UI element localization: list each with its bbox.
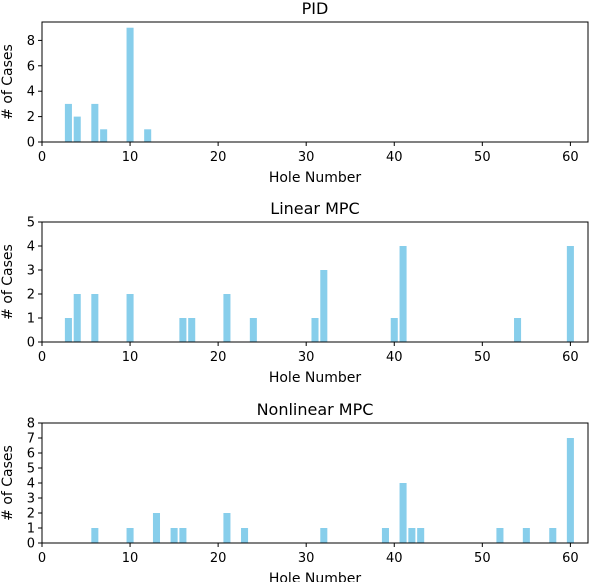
chart-1-xtick-label-20: 20 [210, 150, 227, 165]
chart-1-xtick-label-10: 10 [122, 150, 139, 165]
chart-1-title: PID [302, 0, 329, 18]
chart-2-bar-hole-4 [73, 294, 81, 342]
chart-2-ylabel: # of Cases [0, 244, 16, 320]
chart-2-xtick-label-50: 50 [474, 350, 491, 365]
chart-2-ytick-label-2: 2 [27, 288, 35, 303]
chart-3-bar-hole-52 [496, 528, 504, 543]
chart-3-bar-hole-32 [320, 528, 328, 543]
chart-1-bar-hole-7 [100, 129, 108, 142]
chart-3-xlabel: Hole Number [269, 571, 362, 582]
chart-3-axes-frame [41, 422, 589, 544]
chart-3-bar-hole-6 [91, 528, 99, 543]
chart-2-bar-hole-3 [64, 318, 72, 342]
chart-3-bar-hole-43 [417, 528, 425, 543]
chart-2-ytick-label-0: 0 [27, 336, 35, 351]
chart-1-ytick-label-2: 2 [27, 110, 35, 125]
chart-3-bar-hole-58 [549, 528, 557, 543]
chart-1-bar-hole-6 [91, 103, 99, 142]
chart-2-bar-hole-32 [320, 270, 328, 342]
chart-2-bar-hole-41 [399, 246, 407, 342]
chart-3-xtick-label-60: 60 [562, 551, 579, 566]
chart-2-bar-hole-17 [188, 318, 196, 342]
chart-2-bar-hole-60 [566, 246, 574, 342]
chart-1-bar-hole-10 [126, 27, 134, 142]
chart-3-ylabel: # of Cases [0, 445, 16, 521]
chart-2-xtick-label-30: 30 [298, 350, 315, 365]
chart-3-bar-hole-10 [126, 528, 134, 543]
chart-3-ytick-label-2: 2 [27, 507, 35, 522]
chart-1-ytick-label-8: 8 [27, 34, 35, 49]
chart-3-bar-hole-41 [399, 483, 407, 543]
chart-3-bar-hole-55 [522, 528, 530, 543]
chart-3-bar-hole-15 [170, 528, 178, 543]
chart-3-bar-hole-23 [241, 528, 249, 543]
chart-3-bar-hole-13 [152, 513, 161, 543]
chart-3-ytick-label-7: 7 [27, 432, 35, 447]
chart-2-xtick-label-60: 60 [562, 350, 579, 365]
chart-2-ytick-label-3: 3 [27, 264, 35, 279]
chart-1-xtick-label-0: 0 [38, 150, 46, 165]
chart-2-ytick-label-1: 1 [27, 312, 35, 327]
chart-1-ytick-label-4: 4 [27, 85, 35, 100]
chart-2-bar-hole-54 [514, 318, 522, 342]
chart-2-axes-frame [41, 221, 589, 343]
chart-3-xtick-label-0: 0 [38, 551, 46, 566]
chart-1-xlabel: Hole Number [269, 170, 362, 186]
chart-2-bar-hole-10 [126, 294, 134, 342]
chart-3-bar-hole-39 [381, 528, 389, 543]
chart-2-xtick-label-20: 20 [210, 350, 227, 365]
chart-2-bar-hole-31 [311, 318, 319, 342]
chart-1-bar-hole-4 [73, 116, 81, 142]
chart-2-ytick-label-5: 5 [27, 216, 35, 231]
chart-3-ytick-label-3: 3 [27, 492, 35, 507]
chart-3-ytick-label-1: 1 [27, 522, 35, 537]
chart-1-xtick-label-50: 50 [474, 150, 491, 165]
chart-1-xtick-label-40: 40 [386, 150, 403, 165]
chart-1-ytick-label-6: 6 [27, 59, 35, 74]
chart-3-xtick-label-40: 40 [386, 551, 403, 566]
chart-2-bar-hole-21 [223, 294, 231, 342]
chart-1-bar-hole-3 [64, 103, 72, 142]
chart-1-bar-hole-12 [144, 129, 152, 142]
chart-3-xtick-label-10: 10 [122, 551, 139, 566]
chart-3-xtick-label-20: 20 [210, 551, 227, 566]
chart-2-bar-hole-40 [390, 318, 398, 342]
chart-3-ytick-label-6: 6 [27, 447, 35, 462]
chart-3-bar-hole-42 [408, 528, 416, 543]
chart-2-xtick-label-0: 0 [38, 350, 46, 365]
chart-3-title: Nonlinear MPC [257, 400, 374, 419]
chart-3-xtick-label-30: 30 [298, 551, 315, 566]
chart-3-bar-hole-21 [223, 513, 231, 543]
chart-1-xtick-label-30: 30 [298, 150, 315, 165]
chart-2-bar-hole-16 [179, 318, 187, 342]
chart-3-ytick-label-0: 0 [27, 537, 35, 552]
chart-2-bar-hole-24 [249, 318, 257, 342]
chart-3-ytick-label-4: 4 [27, 477, 35, 492]
chart-2-xlabel: Hole Number [269, 370, 362, 386]
chart-2-title: Linear MPC [270, 199, 359, 218]
chart-1-ylabel: # of Cases [0, 44, 16, 120]
chart-2-bar-hole-6 [91, 294, 99, 342]
chart-2-xtick-label-40: 40 [386, 350, 403, 365]
chart-2-xtick-label-10: 10 [122, 350, 139, 365]
chart-2-ytick-label-4: 4 [27, 240, 35, 255]
chart-3-bar-hole-16 [179, 528, 187, 543]
chart-3-ytick-label-8: 8 [27, 417, 35, 432]
chart-3-bar-hole-60 [566, 438, 574, 543]
chart-3-xtick-label-50: 50 [474, 551, 491, 566]
chart-1-xtick-label-60: 60 [562, 150, 579, 165]
chart-1-ytick-label-0: 0 [27, 136, 35, 151]
chart-1-axes-frame [41, 21, 589, 143]
chart-3-ytick-label-5: 5 [27, 462, 35, 477]
